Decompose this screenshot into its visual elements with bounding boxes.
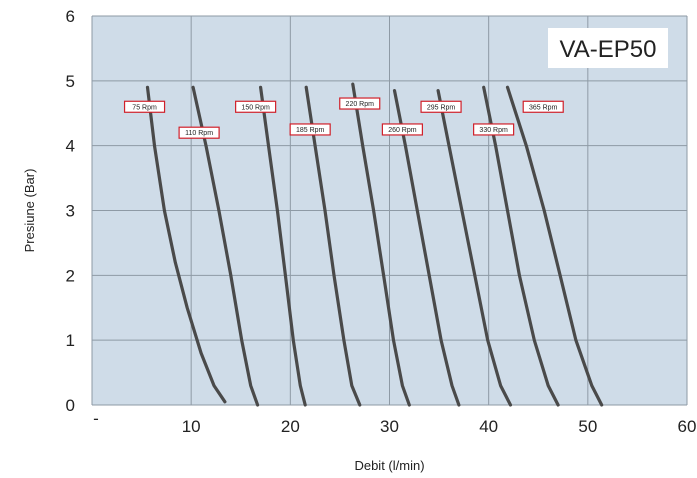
series-line [482, 85, 560, 407]
y-tick-label: 4 [66, 137, 75, 156]
rpm-label-box [420, 100, 462, 113]
y-tick-label: 6 [66, 7, 75, 26]
y-tick-label: 5 [66, 72, 75, 91]
rpm-label-box [522, 100, 564, 113]
rpm-label: 260 Rpm [388, 127, 417, 134]
y-tick-label: 1 [66, 331, 75, 350]
x-tick-labels: - 10 20 30 40 50 60 [93, 409, 696, 436]
x-tick-label: 60 [678, 417, 697, 436]
series-line [436, 89, 513, 407]
y-tick-label: 0 [66, 396, 75, 415]
model-label-background [548, 28, 668, 68]
x-axis-title: Debit (l/min) [354, 458, 424, 473]
series-lines [145, 82, 604, 407]
y-tick-labels: 0 1 2 3 4 5 6 [66, 7, 75, 415]
y-tick-label: 2 [66, 266, 75, 285]
series-line [392, 89, 461, 407]
rpm-label: 150 Rpm [241, 104, 270, 111]
rpm-label: 75 Rpm [132, 104, 157, 111]
rpm-label: 110 Rpm [185, 130, 213, 137]
series-line [505, 85, 604, 407]
rpm-labels: 75 Rpm 110 Rpm 150 Rpm 185 Rpm 220 Rpm 260 Rp… [123, 97, 564, 139]
model-label-box: VA-EP50 [548, 28, 668, 68]
rpm-label: 295 Rpm [427, 104, 456, 111]
rpm-label: 330 Rpm [479, 127, 508, 134]
rpm-label-box [178, 126, 220, 139]
series-line [145, 85, 227, 404]
series-line [259, 85, 307, 407]
rpm-label: 185 Rpm [296, 127, 325, 134]
rpm-label-box [123, 100, 166, 113]
rpm-label: 220 Rpm [346, 101, 375, 108]
rpm-label-box [235, 100, 277, 113]
x-tick-label: 50 [578, 417, 597, 436]
x-tick-label: 30 [380, 417, 399, 436]
y-tick-label: 3 [66, 202, 75, 221]
x-tick-label: 40 [479, 417, 498, 436]
grid [91, 15, 688, 406]
series-line [351, 82, 411, 407]
x-tick-label: 10 [182, 417, 201, 436]
rpm-label: 365 Rpm [529, 104, 558, 111]
x-tick-label: 20 [281, 417, 300, 436]
series-line [191, 85, 260, 407]
rpm-label-box [339, 97, 381, 110]
model-label: VA-EP50 [560, 36, 657, 63]
rpm-label-box [381, 123, 423, 136]
y-axis-title: Presiune (Bar) [22, 169, 37, 253]
series-line [304, 85, 362, 407]
rpm-label-box [289, 123, 331, 136]
rpm-label-box [473, 123, 515, 136]
x-tick-label: - [93, 409, 99, 428]
